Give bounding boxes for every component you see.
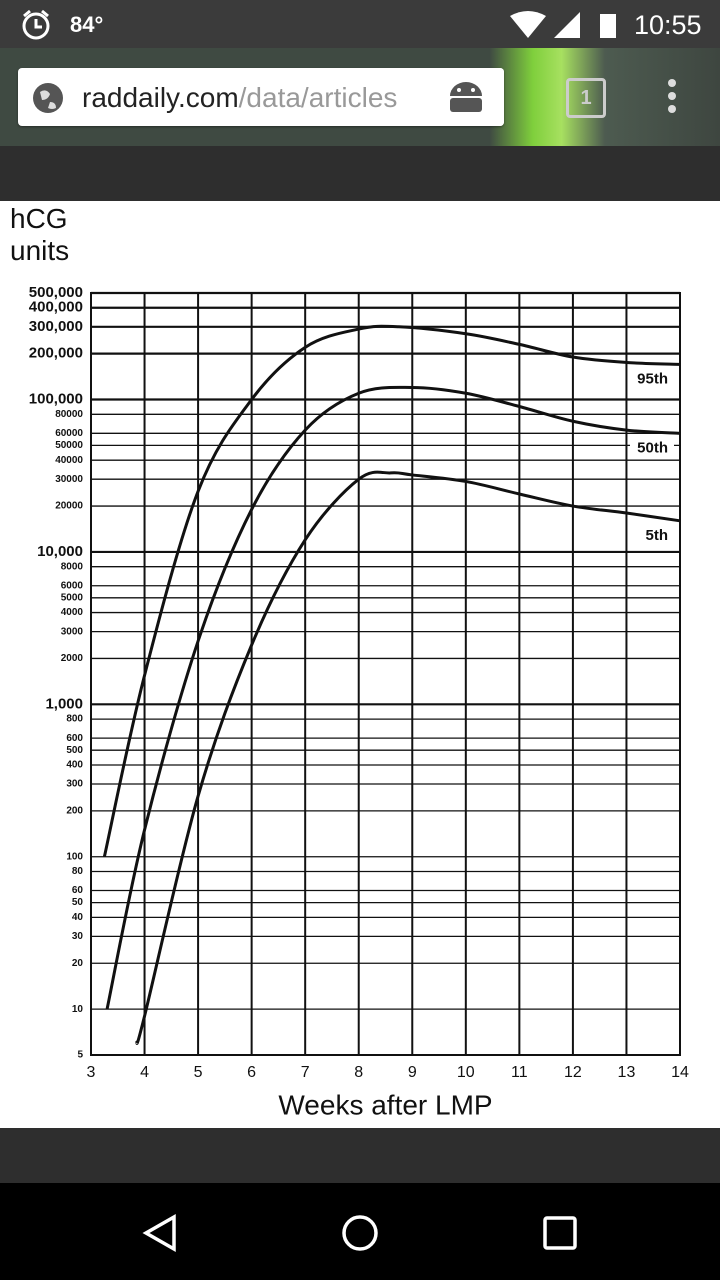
y-tick-label: 20000 <box>55 501 83 512</box>
y-tick-label: 60 <box>72 885 84 896</box>
y-tick-label: 600 <box>66 733 83 744</box>
y-tick-label: 100,000 <box>29 390 83 407</box>
y-tick-label: 1,000 <box>45 695 83 712</box>
x-axis-label: Weeks after LMP <box>278 1089 492 1120</box>
globe-icon <box>33 83 63 113</box>
x-tick-label: 5 <box>194 1064 203 1081</box>
navigation-bar <box>0 1183 720 1280</box>
y-tick-label: 10,000 <box>37 543 83 560</box>
series-line <box>102 324 681 858</box>
series-label-bg <box>630 370 674 389</box>
recents-button[interactable] <box>542 1215 578 1251</box>
x-tick-label: 13 <box>618 1064 636 1081</box>
y-tick-label: 10 <box>72 1004 84 1015</box>
x-tick-label: 12 <box>564 1064 582 1081</box>
y-tick-label: 200,000 <box>29 345 83 362</box>
y-tick-label: 40 <box>72 912 84 923</box>
y-tick-label: 300,000 <box>29 318 83 335</box>
y-tick-label: 3000 <box>61 626 84 637</box>
plot-frame <box>90 292 681 1056</box>
y-tick-label: 80 <box>72 866 84 877</box>
android-icon-bg <box>408 68 504 126</box>
page-bottom-band <box>0 1128 720 1183</box>
y-axis-label: hCG units <box>10 203 70 266</box>
series-line <box>105 385 681 1010</box>
y-tick-label: 5000 <box>61 592 84 603</box>
y-tick-label: 500,000 <box>29 284 83 301</box>
series-label-bg <box>630 439 674 458</box>
y-tick-label: 50 <box>72 897 84 908</box>
y-tick-label: 5 <box>77 1050 83 1061</box>
y-tick-label: 80000 <box>55 409 83 420</box>
x-tick-label: 6 <box>247 1064 256 1081</box>
y-tick-label: 400 <box>66 760 83 771</box>
x-tick-label: 14 <box>671 1064 689 1081</box>
y-tick-label: 100 <box>66 851 83 862</box>
url: raddaily.com/data/articles <box>82 82 397 114</box>
y-tick-label: 40000 <box>55 455 83 466</box>
clock: 10:55 <box>634 10 702 40</box>
page-top-band <box>0 146 720 201</box>
y-tick-label: 30 <box>72 931 84 942</box>
series-label: 5th <box>646 527 669 544</box>
series-label-bg <box>630 526 674 545</box>
url-host: raddaily.com <box>82 82 239 113</box>
temperature: 84° <box>70 12 104 37</box>
x-tick-label: 8 <box>354 1064 363 1081</box>
y-tick-label: 60000 <box>55 428 83 439</box>
y-tick-label: 400,000 <box>29 299 83 316</box>
y-tick-label: 2000 <box>61 653 84 664</box>
x-tick-label: 11 <box>511 1064 528 1081</box>
url-bar[interactable]: raddaily.com/data/articles <box>18 68 504 126</box>
status-bar: 84° 10:55 <box>0 0 720 48</box>
series-line <box>135 470 681 1045</box>
y-tick-label: 20 <box>72 958 84 969</box>
series-label: 50th <box>637 439 668 456</box>
back-button[interactable] <box>140 1213 180 1253</box>
url-path: /data/articles <box>238 82 398 113</box>
home-button[interactable] <box>340 1213 380 1253</box>
alarm-icon <box>22 9 50 40</box>
y-tick-label: 500 <box>66 745 83 756</box>
y-tick-label: 6000 <box>61 580 84 591</box>
y-tick-label: 200 <box>66 805 83 816</box>
tab-switcher[interactable]: 1 <box>566 78 606 118</box>
menu-icon[interactable] <box>664 78 680 114</box>
y-tick-label: 30000 <box>55 474 83 485</box>
status-icons <box>510 11 616 38</box>
x-tick-label: 10 <box>457 1064 475 1081</box>
y-tick-label: 4000 <box>61 607 84 618</box>
y-tick-label: 8000 <box>61 561 84 572</box>
x-tick-label: 3 <box>87 1064 96 1081</box>
x-tick-label: 4 <box>140 1064 149 1081</box>
series-label: 95th <box>637 370 668 387</box>
y-tick-label: 300 <box>66 779 83 790</box>
y-tick-label: 50000 <box>55 440 83 451</box>
browser-toolbar: raddaily.com/data/articles 1 <box>0 48 720 146</box>
android-icon <box>450 82 482 112</box>
y-tick-label: 800 <box>66 714 83 725</box>
x-tick-label: 7 <box>301 1064 310 1081</box>
x-tick-label: 9 <box>408 1064 417 1081</box>
